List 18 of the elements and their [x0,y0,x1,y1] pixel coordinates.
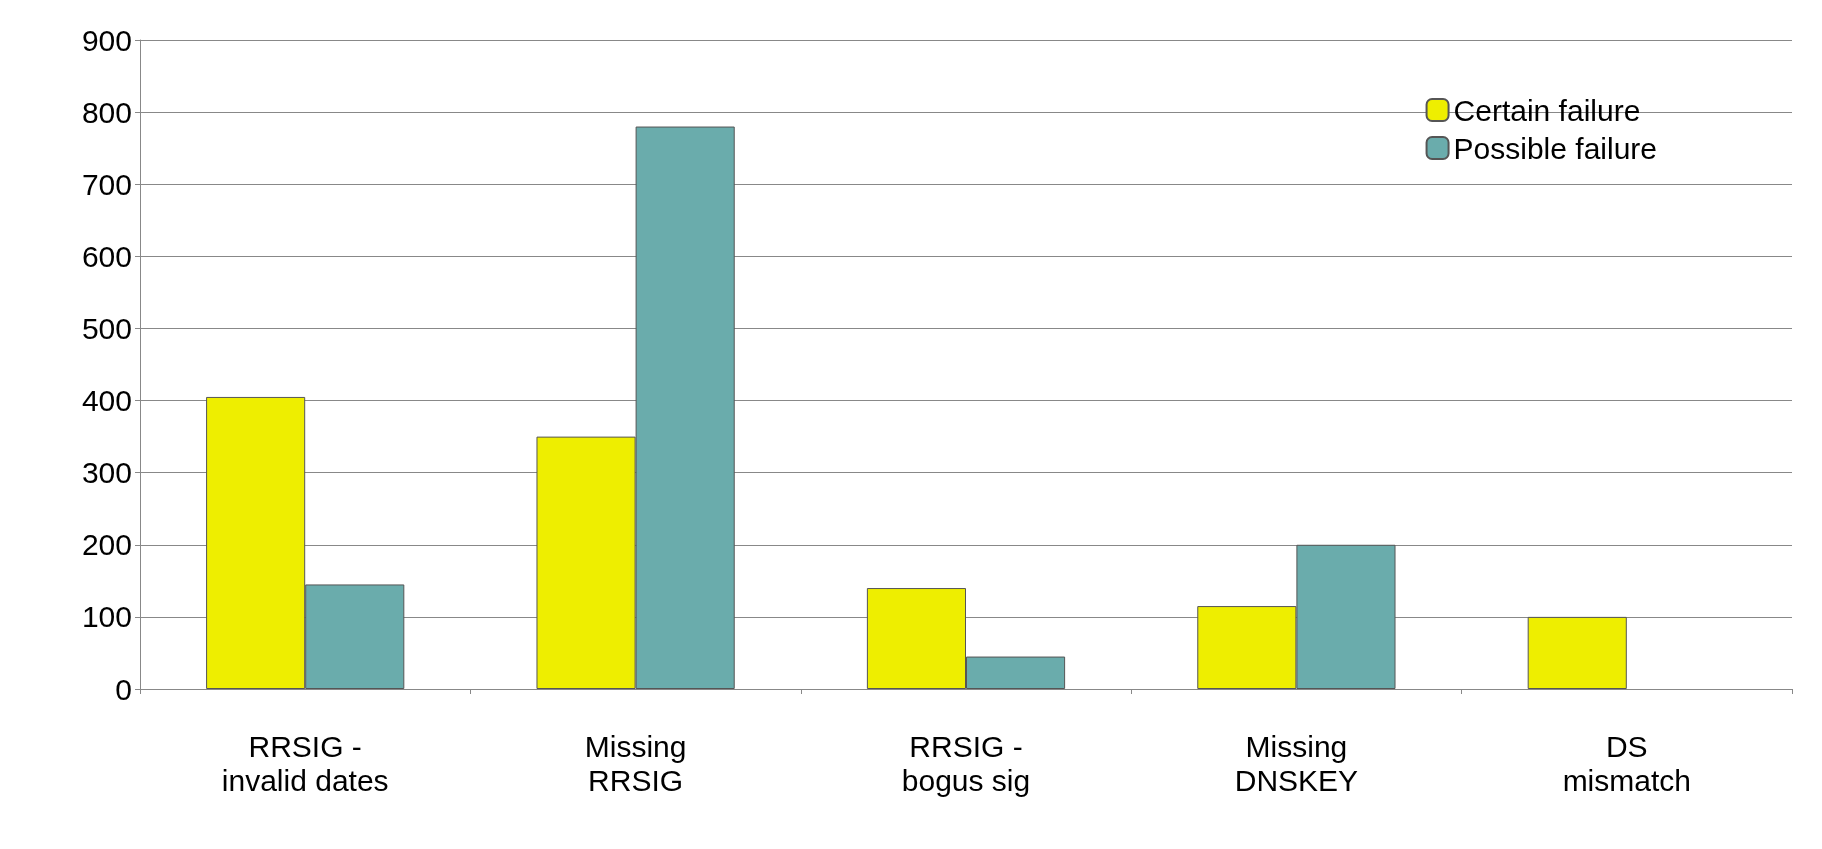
y-tick-label: 900 [81,23,132,57]
y-tick-label: 700 [81,167,132,201]
x-tick-label: RRSIG - bogus sig [901,729,1031,797]
x-tick-label: RRSIG - invalid dates [221,729,389,797]
y-tick-label: 500 [81,311,132,345]
y-tick-label: 600 [81,239,132,273]
y-tick-label: 100 [81,600,132,634]
y-tick-label: 200 [81,528,132,562]
legend-label: Possible failure [1453,131,1657,165]
x-tick-label: Missing RRSIG [584,729,687,797]
y-tick-label: 0 [115,672,132,706]
y-tick-label: 400 [81,384,132,418]
y-tick-label: 800 [81,95,132,129]
y-tick-label: 300 [81,456,132,490]
legend-label: Certain failure [1453,93,1641,127]
bar [1527,616,1627,689]
x-tick-label: Missing DNSKEY [1234,729,1359,797]
x-tick-label: DS mismatch [1562,729,1691,797]
